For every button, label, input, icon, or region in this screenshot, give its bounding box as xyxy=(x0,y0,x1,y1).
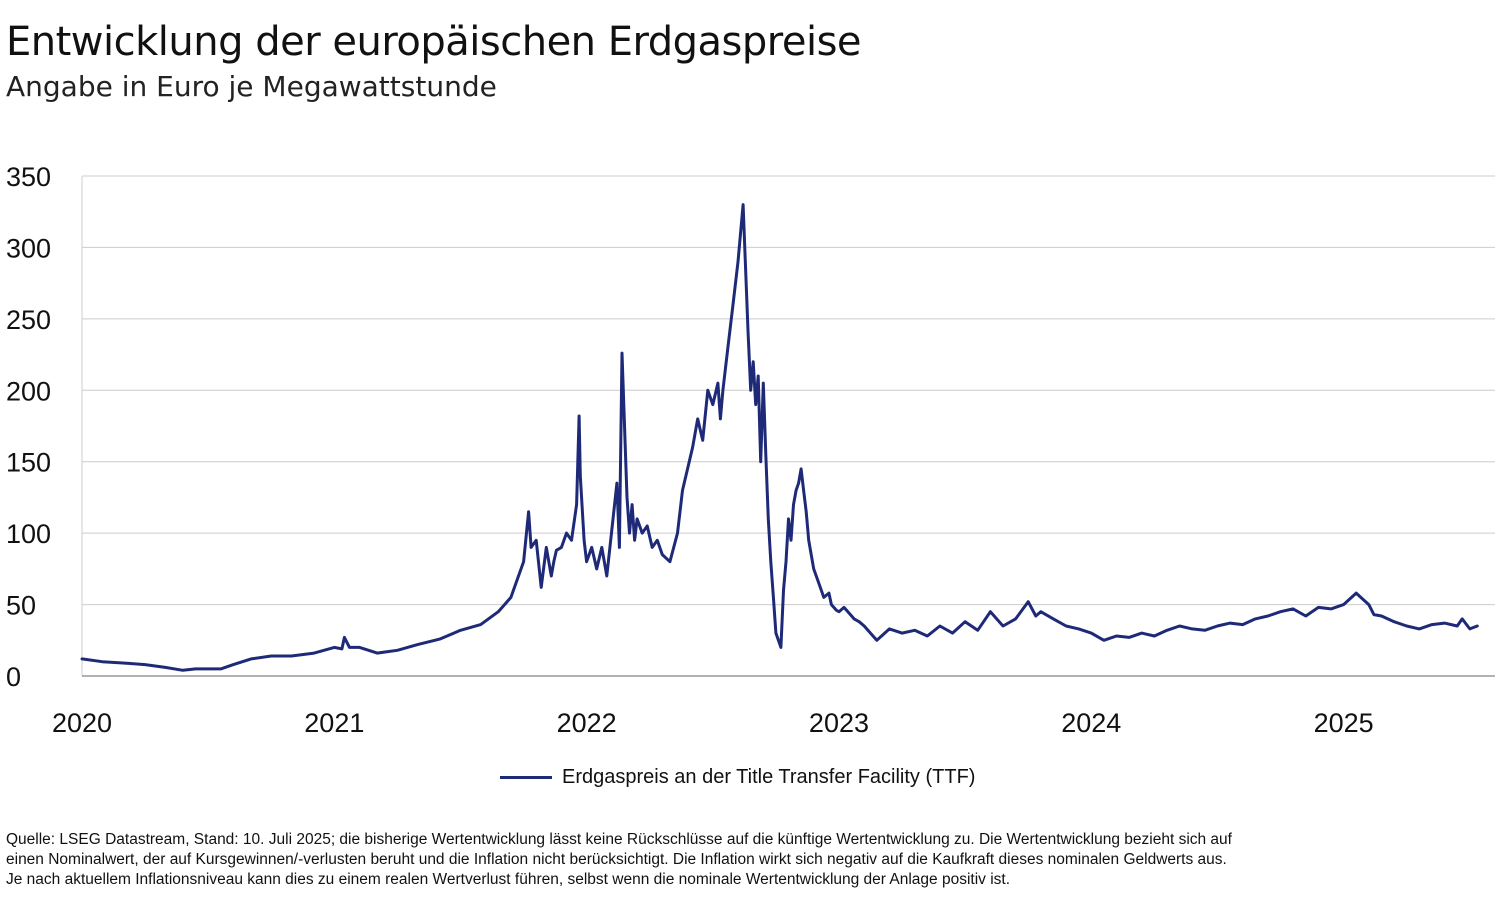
y-tick-label: 50 xyxy=(6,591,36,621)
y-tick-label: 300 xyxy=(6,233,51,263)
y-tick-label: 150 xyxy=(6,448,51,478)
y-tick-label: 100 xyxy=(6,519,51,549)
x-axis-labels: 2020 2021 2022 2023 2024 2025 xyxy=(52,708,1374,738)
x-tick-label: 2022 xyxy=(557,708,617,738)
y-tick-label: 350 xyxy=(6,162,51,192)
chart-subtitle: Angabe in Euro je Megawattstunde xyxy=(6,70,497,103)
y-tick-label: 200 xyxy=(6,376,51,406)
x-tick-label: 2025 xyxy=(1314,708,1374,738)
series-line-ttf xyxy=(80,203,1479,672)
chart-title: Entwicklung der europäischen Erdgaspreis… xyxy=(6,19,862,65)
x-axis xyxy=(81,176,1495,677)
legend-swatch xyxy=(500,776,552,779)
footnote-line-3: Je nach aktuellem Inflationsniveau kann … xyxy=(6,871,1011,888)
y-tick-label: 250 xyxy=(6,305,51,335)
footnote: Quelle: LSEG Datastream, Stand: 10. Juli… xyxy=(6,830,1496,890)
footnote-line-1: Quelle: LSEG Datastream, Stand: 10. Juli… xyxy=(6,831,1232,848)
y-tick-label: 0 xyxy=(6,662,21,692)
x-tick-label: 2020 xyxy=(52,708,112,738)
legend-label: Erdgaspreis an der Title Transfer Facili… xyxy=(562,766,976,788)
x-tick-label: 2021 xyxy=(304,708,364,738)
footnote-line-2: einen Nominalwert, der auf Kursgewinnen/… xyxy=(6,851,1227,868)
series-group xyxy=(80,203,1479,672)
legend: Erdgaspreis an der Title Transfer Facili… xyxy=(500,766,975,789)
x-tick-label: 2024 xyxy=(1061,708,1121,738)
y-axis-labels: 0 50 100 150 200 250 300 350 xyxy=(6,162,51,692)
grid-lines xyxy=(82,175,1495,606)
x-tick-label: 2023 xyxy=(809,708,869,738)
